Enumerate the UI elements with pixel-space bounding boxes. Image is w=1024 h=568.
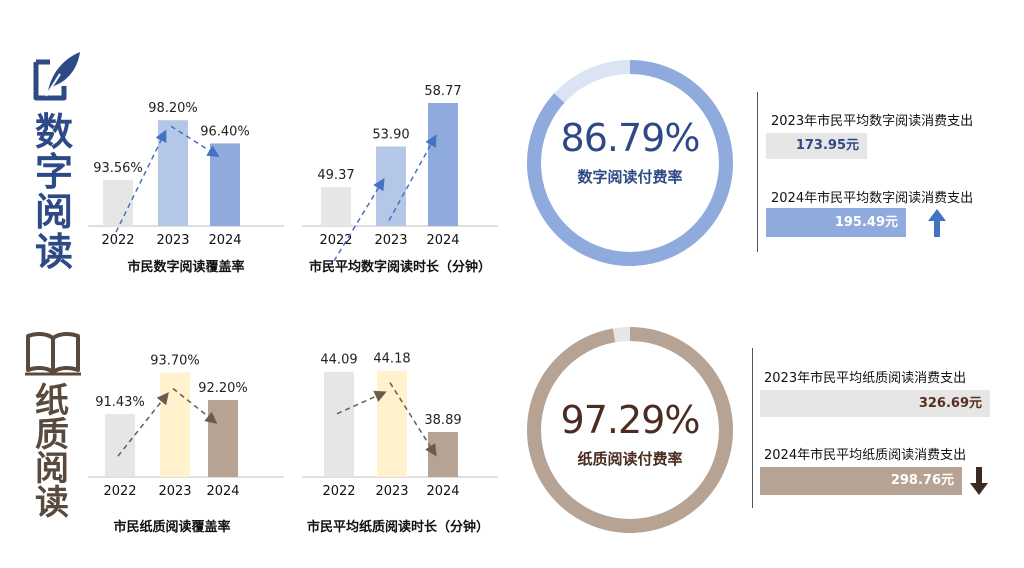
trend-arrow-2022-2023 [333,177,385,262]
data-label-2022: 91.43% [95,395,145,410]
tick-label-2024: 2024 [426,233,459,248]
paper-ring-fill [527,327,733,533]
bar-2022 [105,414,135,477]
bar-2024 [428,431,458,477]
tick-label-2022: 2022 [103,484,136,499]
paper-spend-2023-value: 326.69元 [760,390,990,417]
digital-section-title: 数字阅读 [34,110,73,274]
paper-rate-ring [527,327,733,533]
data-label-2023: 93.70% [150,354,200,369]
tick-label-2023: 2023 [158,484,191,499]
bar-2023 [377,370,407,477]
data-label-2023: 53.90 [372,127,409,142]
data-label-2023: 98.20% [148,101,198,116]
tick-label-2023: 2023 [375,484,408,499]
data-label-2022: 44.09 [320,353,357,368]
paper-duration-caption: 市民平均纸质阅读时长（分钟） [306,520,489,535]
down-arrow-icon [969,466,989,496]
open-book-icon [24,330,82,376]
paper-section-title: 纸质阅读 [35,381,69,523]
paper-rate-caption: 纸质阅读付费率 [577,450,683,468]
digital-rate-value: 86.79% [560,116,701,160]
paper-spend-2023-label: 2023年市民平均纸质阅读消费支出 [764,371,967,386]
bar-2024 [428,102,458,226]
data-label-2022: 93.56% [93,161,143,176]
paper-spend-2024-label: 2024年市民平均纸质阅读消费支出 [764,448,967,463]
bar-2022 [324,371,354,477]
paper-spend-2024-value: 298.76元 [760,467,962,495]
paper-divider [752,348,753,508]
paper-coverage-caption: 市民纸质阅读覆盖率 [113,520,231,535]
digital-coverage-chart: 93.56% 2022 98.20% 2023 96.40% 2024 [88,101,284,248]
trend-arrow-2023-2024 [388,134,437,221]
digital-rate-caption: 数字阅读付费率 [577,168,683,186]
tick-label-2023: 2023 [374,233,407,248]
bar-2023 [376,146,406,226]
data-label-2024: 38.89 [424,413,461,428]
digital-spend-2023-value: 173.95元 [766,133,867,159]
tick-label-2024: 2024 [206,484,239,499]
bar-2022 [103,180,133,226]
digital-rate-label: 86.79% 数字阅读付费率 [540,116,720,187]
feather-pen-icon [30,50,84,104]
tick-label-2022: 2022 [319,233,352,248]
bar-2024 [208,400,238,477]
digital-spend-2024-value: 195.49元 [766,208,906,237]
tick-label-2022: 2022 [322,484,355,499]
data-label-2022: 49.37 [317,168,354,183]
data-label-2023: 44.18 [373,352,410,367]
tick-label-2022: 2022 [101,233,134,248]
tick-label-2023: 2023 [156,233,189,248]
trend-arrow-2023-2024 [170,125,220,158]
bar-2022 [321,186,351,226]
up-arrow-icon [927,208,947,238]
trend-arrow-2022-2023 [115,129,167,233]
digital-coverage-caption: 市民数字阅读覆盖率 [127,260,245,275]
data-label-2024: 92.20% [198,381,248,396]
digital-duration-chart: 49.37 2022 53.90 2023 58.77 2024 [302,84,498,262]
paper-rate-value: 97.29% [560,398,701,442]
bar-2023 [158,120,188,226]
digital-ring-fill [527,60,733,266]
tick-label-2024: 2024 [426,484,459,499]
digital-divider [757,92,758,252]
digital-spend-2023-label: 2023年市民平均数字阅读消费支出 [771,114,974,129]
paper-coverage-chart: 91.43% 2022 93.70% 2023 92.20% 2024 [88,354,284,499]
digital-duration-caption: 市民平均数字阅读时长（分钟） [308,260,491,275]
paper-rate-label: 97.29% 纸质阅读付费率 [540,398,720,469]
digital-spend-2024-label: 2024年市民平均数字阅读消费支出 [771,191,974,206]
paper-duration-chart: 44.09 2022 44.18 2023 38.89 2024 [302,352,498,499]
trend-arrow-2022-2023 [117,392,169,457]
bar-2023 [160,372,190,477]
tick-label-2024: 2024 [208,233,241,248]
data-label-2024: 58.77 [424,84,461,99]
data-label-2024: 96.40% [200,124,250,139]
digital-rate-ring [527,60,733,266]
bar-2024 [210,143,240,226]
